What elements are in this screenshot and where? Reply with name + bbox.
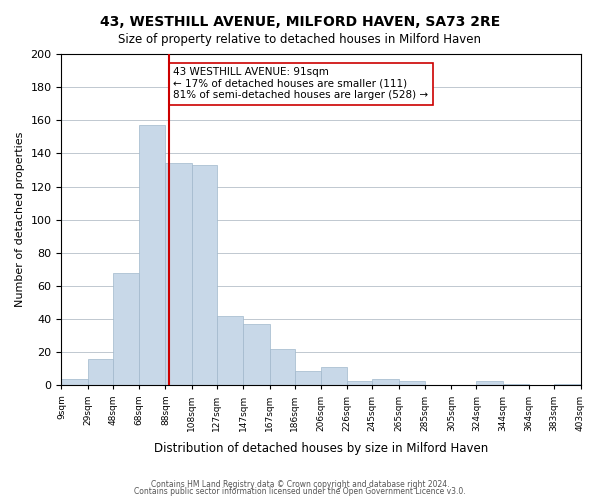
Bar (398, 380, 425, 386)
Text: Contains public sector information licensed under the Open Government Licence v3: Contains public sector information licen… (134, 487, 466, 496)
Bar (295, 370, 321, 386)
Bar (243, 324, 269, 386)
Bar (269, 349, 295, 386)
Bar (61, 379, 88, 386)
X-axis label: Distribution of detached houses by size in Milford Haven: Distribution of detached houses by size … (154, 442, 488, 455)
Bar (476, 380, 503, 386)
Bar (192, 165, 217, 386)
Bar (554, 384, 581, 386)
Bar (373, 379, 398, 386)
Text: 43 WESTHILL AVENUE: 91sqm
← 17% of detached houses are smaller (111)
81% of semi: 43 WESTHILL AVENUE: 91sqm ← 17% of detac… (173, 68, 428, 100)
Bar (503, 384, 529, 386)
Bar (217, 316, 243, 386)
Bar (139, 126, 166, 386)
Bar (88, 359, 113, 386)
Bar (321, 368, 347, 386)
Bar (347, 380, 373, 386)
Y-axis label: Number of detached properties: Number of detached properties (15, 132, 25, 308)
Text: Contains HM Land Registry data © Crown copyright and database right 2024.: Contains HM Land Registry data © Crown c… (151, 480, 449, 489)
Bar (166, 164, 192, 386)
Bar (113, 273, 139, 386)
Text: 43, WESTHILL AVENUE, MILFORD HAVEN, SA73 2RE: 43, WESTHILL AVENUE, MILFORD HAVEN, SA73… (100, 15, 500, 29)
Text: Size of property relative to detached houses in Milford Haven: Size of property relative to detached ho… (119, 32, 482, 46)
